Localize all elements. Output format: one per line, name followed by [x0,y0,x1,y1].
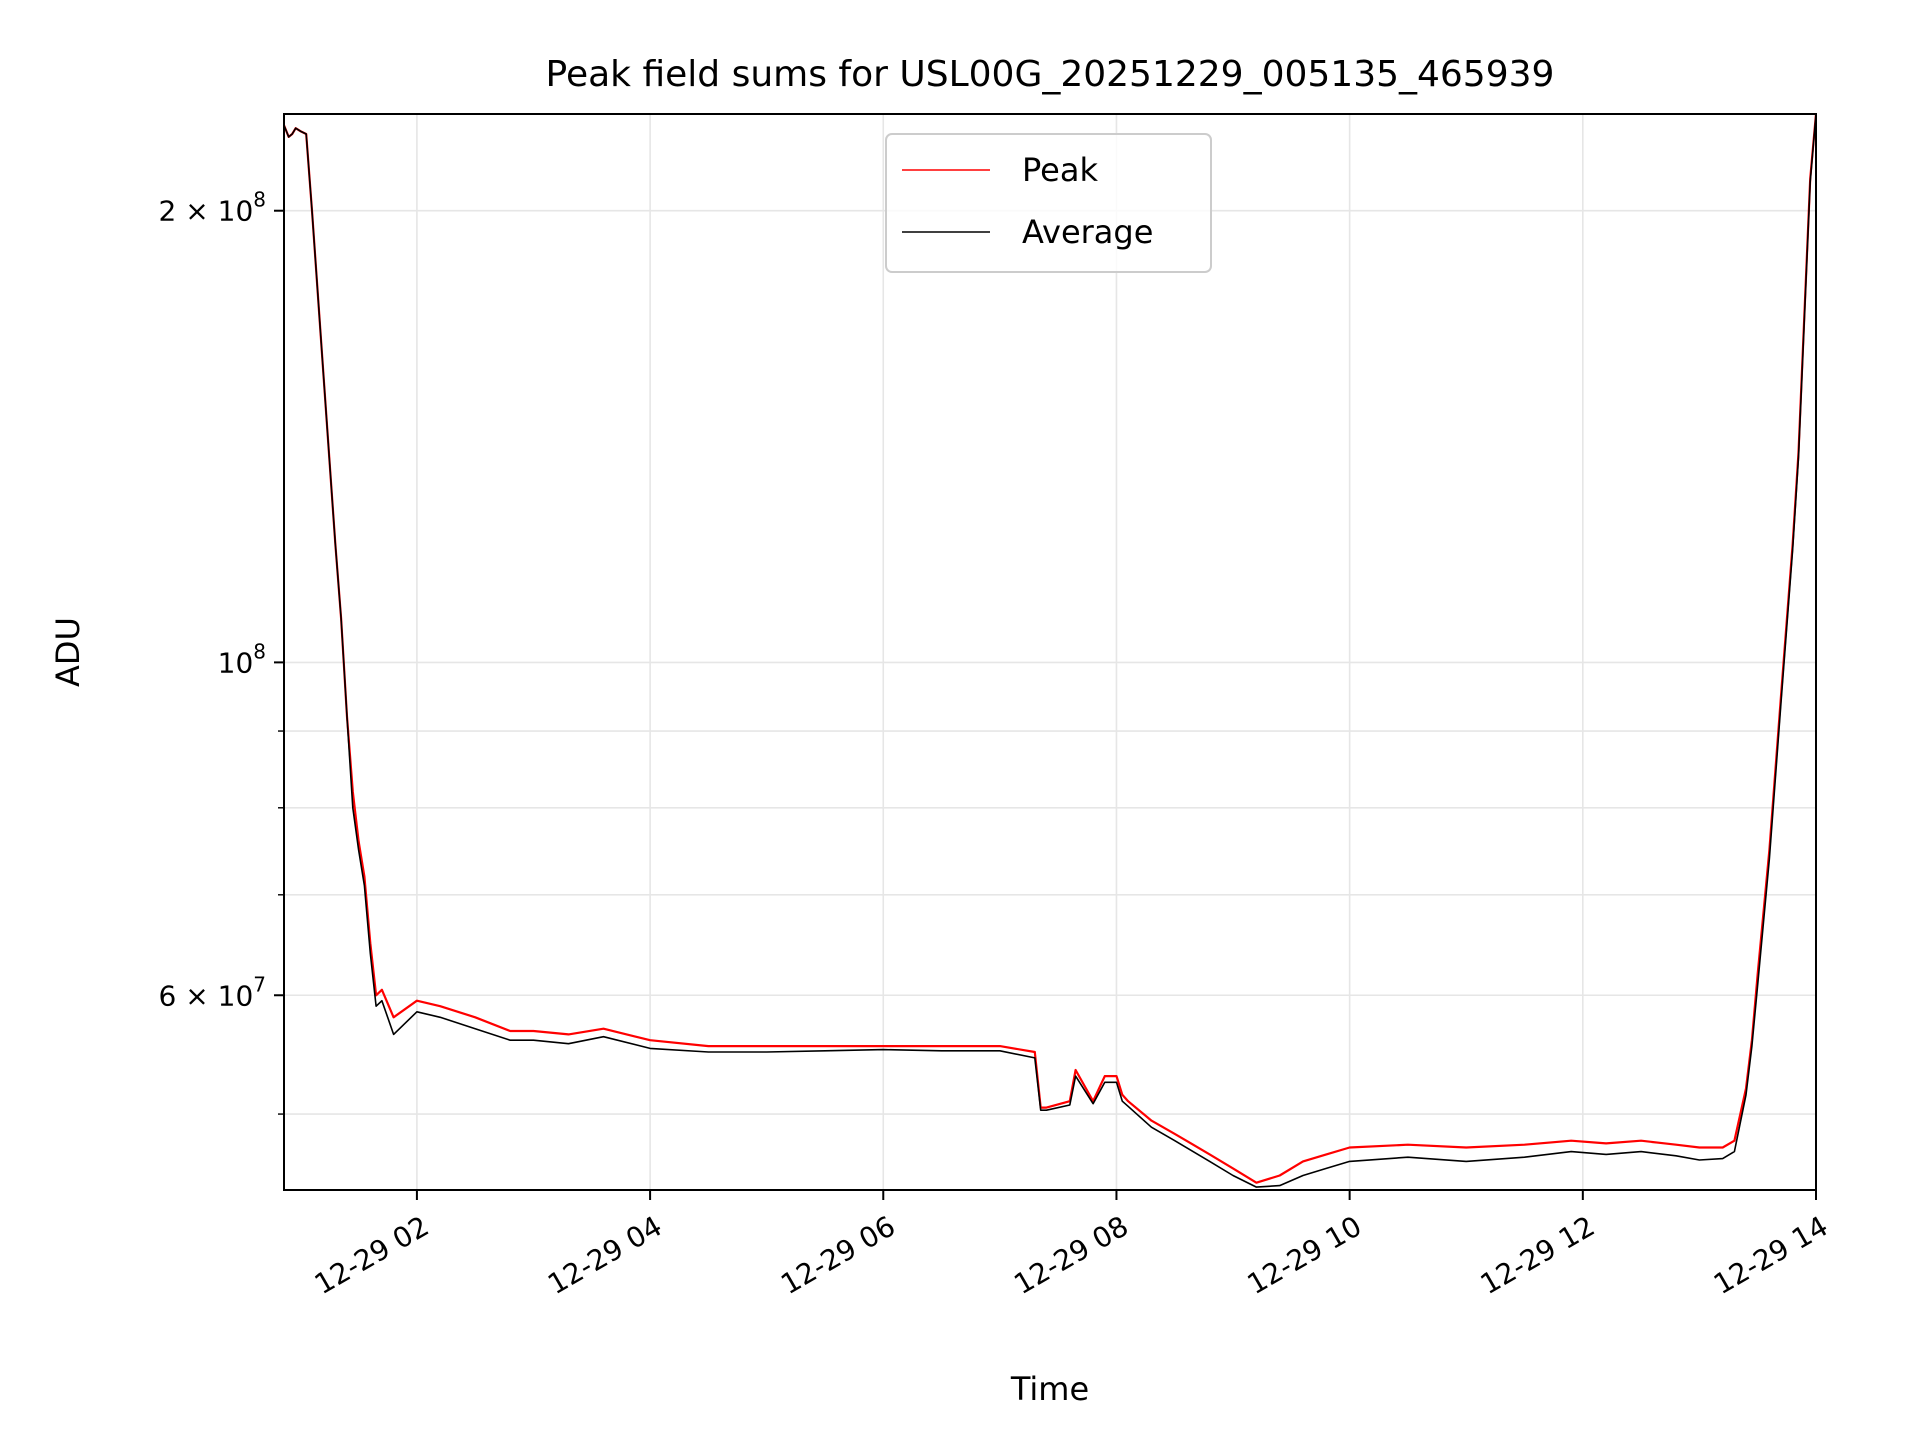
legend-label-average: Average [1022,213,1153,251]
x-axis-label: Time [1010,1370,1089,1408]
grid [284,114,1817,1190]
legend-label-peak: Peak [1022,151,1098,189]
series-line-average [284,114,1816,1188]
series-layer [284,114,1816,1188]
legend: Peak Average [885,133,1212,273]
y-axis: 2 × 108 108 6 × 107 [159,188,284,1115]
y-tick-label: 108 [218,639,266,679]
y-tick-label: 6 × 107 [159,972,266,1012]
legend-frame [885,133,1212,273]
plot-area [284,114,1816,1188]
y-axis-label: ADU [49,617,87,687]
y-tick-label: 2 × 108 [159,188,266,228]
plot-frame [283,113,1817,1191]
chart-title: Peak field sums for USL00G_20251229_0051… [546,54,1555,95]
